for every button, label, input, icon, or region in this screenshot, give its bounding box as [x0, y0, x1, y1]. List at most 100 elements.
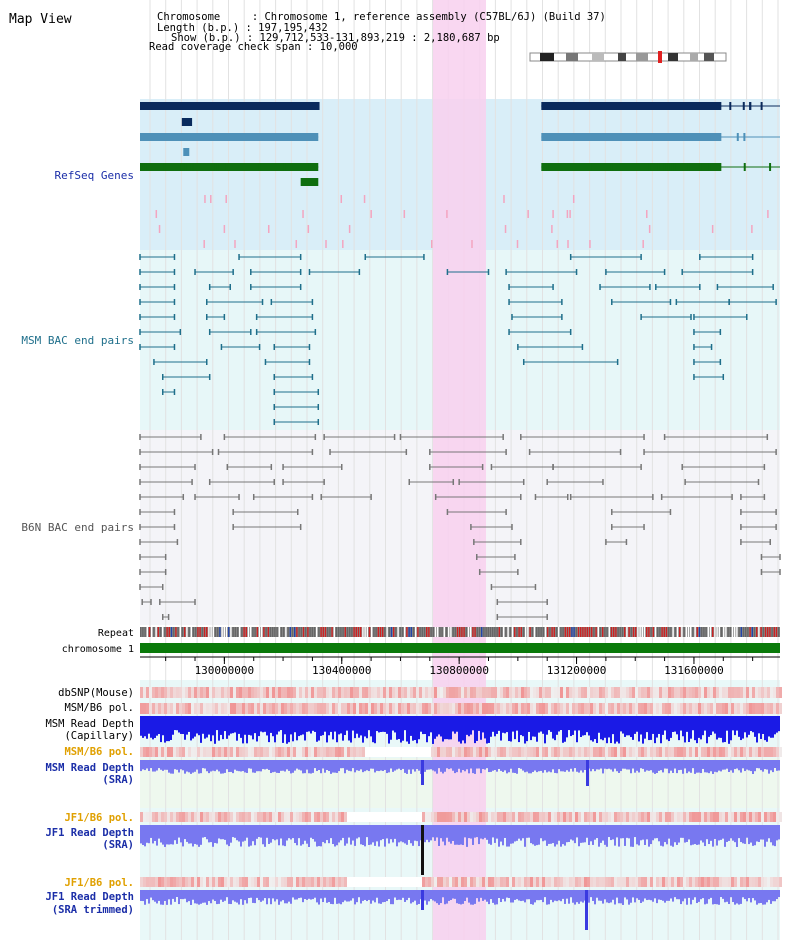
- refseq-exon: [657, 163, 660, 171]
- msm-depth-capillary-bar: [168, 716, 170, 742]
- dbsnp-cell: [497, 687, 500, 698]
- jf1-depth-sra-bar: [140, 825, 142, 844]
- jf1-b6-pol-2-cell: [338, 877, 341, 887]
- jf1-depth-trimmed-bar: [528, 890, 530, 900]
- msm-b6-pol-cell: [716, 703, 719, 714]
- jf1-depth-sra-bar: [662, 825, 664, 847]
- repeat-element: [338, 627, 340, 637]
- jf1-depth-trimmed-bar: [778, 890, 780, 898]
- dbsnp-cell: [779, 687, 782, 698]
- jf1-depth-trimmed-bar: [366, 890, 368, 902]
- jf1-depth-trimmed-bar: [620, 890, 622, 904]
- msm-depth-capillary-bar: [300, 716, 302, 736]
- jf1-b6-pol-cell: [578, 812, 581, 822]
- msm-depth-capillary-bar: [664, 716, 666, 731]
- chromosome-ideogram[interactable]: [529, 51, 727, 63]
- msm-b6-pol-2-cell: [308, 747, 311, 757]
- label-refseq-genes[interactable]: RefSeq Genes: [55, 169, 134, 182]
- msm-b6-pol-cell: [770, 703, 773, 714]
- polymorphism-heat-tracks[interactable]: [140, 687, 782, 887]
- repeat-element: [395, 627, 397, 637]
- msm-depth-capillary-bar: [530, 716, 532, 741]
- jf1-depth-sra-bar: [478, 825, 480, 845]
- repeat-element: [162, 627, 164, 637]
- jf1-depth-sra-bar: [550, 825, 552, 844]
- jf1-b6-pol-cell: [698, 812, 701, 822]
- repeat-element: [331, 627, 333, 637]
- msm-depth-sra-bar: [306, 760, 308, 770]
- msm-b6-pol-cell: [215, 703, 218, 714]
- repeat-element: [540, 627, 542, 637]
- refseq-exon: [281, 102, 284, 110]
- jf1-depth-trimmed-bar: [704, 890, 706, 905]
- jf1-depth-trimmed-bar: [222, 890, 224, 902]
- jf1-depth-trimmed-bar: [436, 890, 438, 904]
- msm-depth-capillary-bar: [612, 716, 614, 735]
- msm-b6-pol-2-cell: [551, 747, 554, 757]
- dbsnp-cell: [557, 687, 560, 698]
- msm-depth-sra-bar: [258, 760, 260, 772]
- highlight-region[interactable]: [433, 0, 486, 940]
- label-msm-bac[interactable]: MSM BAC end pairs: [21, 334, 134, 347]
- msm-depth-sra-bar: [294, 760, 296, 771]
- jf1-depth-sra-bar: [146, 825, 148, 843]
- dbsnp-cell: [458, 687, 461, 698]
- header-coverage-span: Read coverage check span : 10,000: [149, 41, 358, 53]
- jf1-b6-pol-2-cell: [668, 877, 671, 887]
- repeat-element: [212, 627, 214, 637]
- msm-b6-pol-2-cell: [188, 747, 191, 757]
- msm-depth-capillary-bar: [356, 716, 358, 734]
- msm-depth-capillary-bar: [716, 716, 718, 740]
- msm-bac-end-pairs-track[interactable]: [139, 254, 777, 425]
- dbsnp-cell: [239, 687, 242, 698]
- msm-b6-pol-2-cell: [215, 747, 218, 757]
- jf1-depth-trimmed-bar: [458, 890, 460, 904]
- msm-depth-capillary-bar: [654, 716, 656, 744]
- msm-depth-sra-bar: [430, 760, 432, 770]
- msm-depth-sra-bar: [304, 760, 306, 774]
- msm-b6-pol-cell: [329, 703, 332, 714]
- repeat-element: [476, 627, 478, 637]
- jf1-b6-pol-cell: [647, 812, 650, 822]
- msm-b6-pol-cell: [581, 703, 584, 714]
- jf1-b6-pol-cell: [650, 812, 653, 822]
- chromosome-bar-track[interactable]: [140, 643, 780, 653]
- msm-b6-pol-cell: [338, 703, 341, 714]
- repeat-track[interactable]: [140, 627, 780, 637]
- jf1-b6-pol-cell: [299, 812, 302, 822]
- refseq-exon: [663, 163, 666, 171]
- msm-depth-capillary-bar: [302, 716, 304, 735]
- msm-b6-pol-cell: [434, 703, 437, 714]
- msm-b6-pol-cell: [479, 703, 482, 714]
- msm-depth-sra-bar: [198, 760, 200, 774]
- jf1-depth-trimmed-bar: [448, 890, 450, 901]
- msm-b6-pol-2-cell: [224, 747, 227, 757]
- jf1-depth-trimmed-bar: [656, 890, 658, 904]
- msm-depth-capillary-bar: [258, 716, 260, 737]
- refseq-exon: [729, 102, 732, 110]
- msm-b6-pol-2-cell: [392, 747, 395, 757]
- msm-depth-capillary-bar: [628, 716, 630, 736]
- jf1-depth-trimmed-bar: [156, 890, 158, 904]
- jf1-depth-trimmed-bar: [220, 890, 222, 900]
- jf1-depth-trimmed-bar: [598, 890, 600, 901]
- msm-depth-sra-bar: [582, 760, 584, 773]
- label-b6n-bac[interactable]: B6N BAC end pairs: [21, 521, 134, 534]
- jf1-depth-sra-bar: [704, 825, 706, 847]
- jf1-b6-pol-cell: [770, 812, 773, 822]
- msm-depth-capillary-bar: [430, 716, 432, 733]
- read-depth-tracks[interactable]: [140, 716, 780, 930]
- jf1-depth-sra-bar: [442, 825, 444, 842]
- repeat-element: [751, 627, 753, 637]
- jf1-b6-pol-2-cell: [407, 877, 410, 887]
- refseq-genes-track[interactable]: [140, 102, 780, 248]
- msm-b6-pol-cell: [422, 703, 425, 714]
- msm-depth-capillary-bar: [562, 716, 564, 743]
- jf1-b6-pol-cell: [755, 812, 758, 822]
- jf1-b6-pol-2-cell: [230, 877, 233, 887]
- msm-depth-sra-bar: [268, 760, 270, 770]
- b6n-bac-end-pairs-track[interactable]: [139, 434, 781, 620]
- jf1-b6-pol-2-cell: [656, 877, 659, 887]
- jf1-depth-trimmed-bar: [610, 890, 612, 903]
